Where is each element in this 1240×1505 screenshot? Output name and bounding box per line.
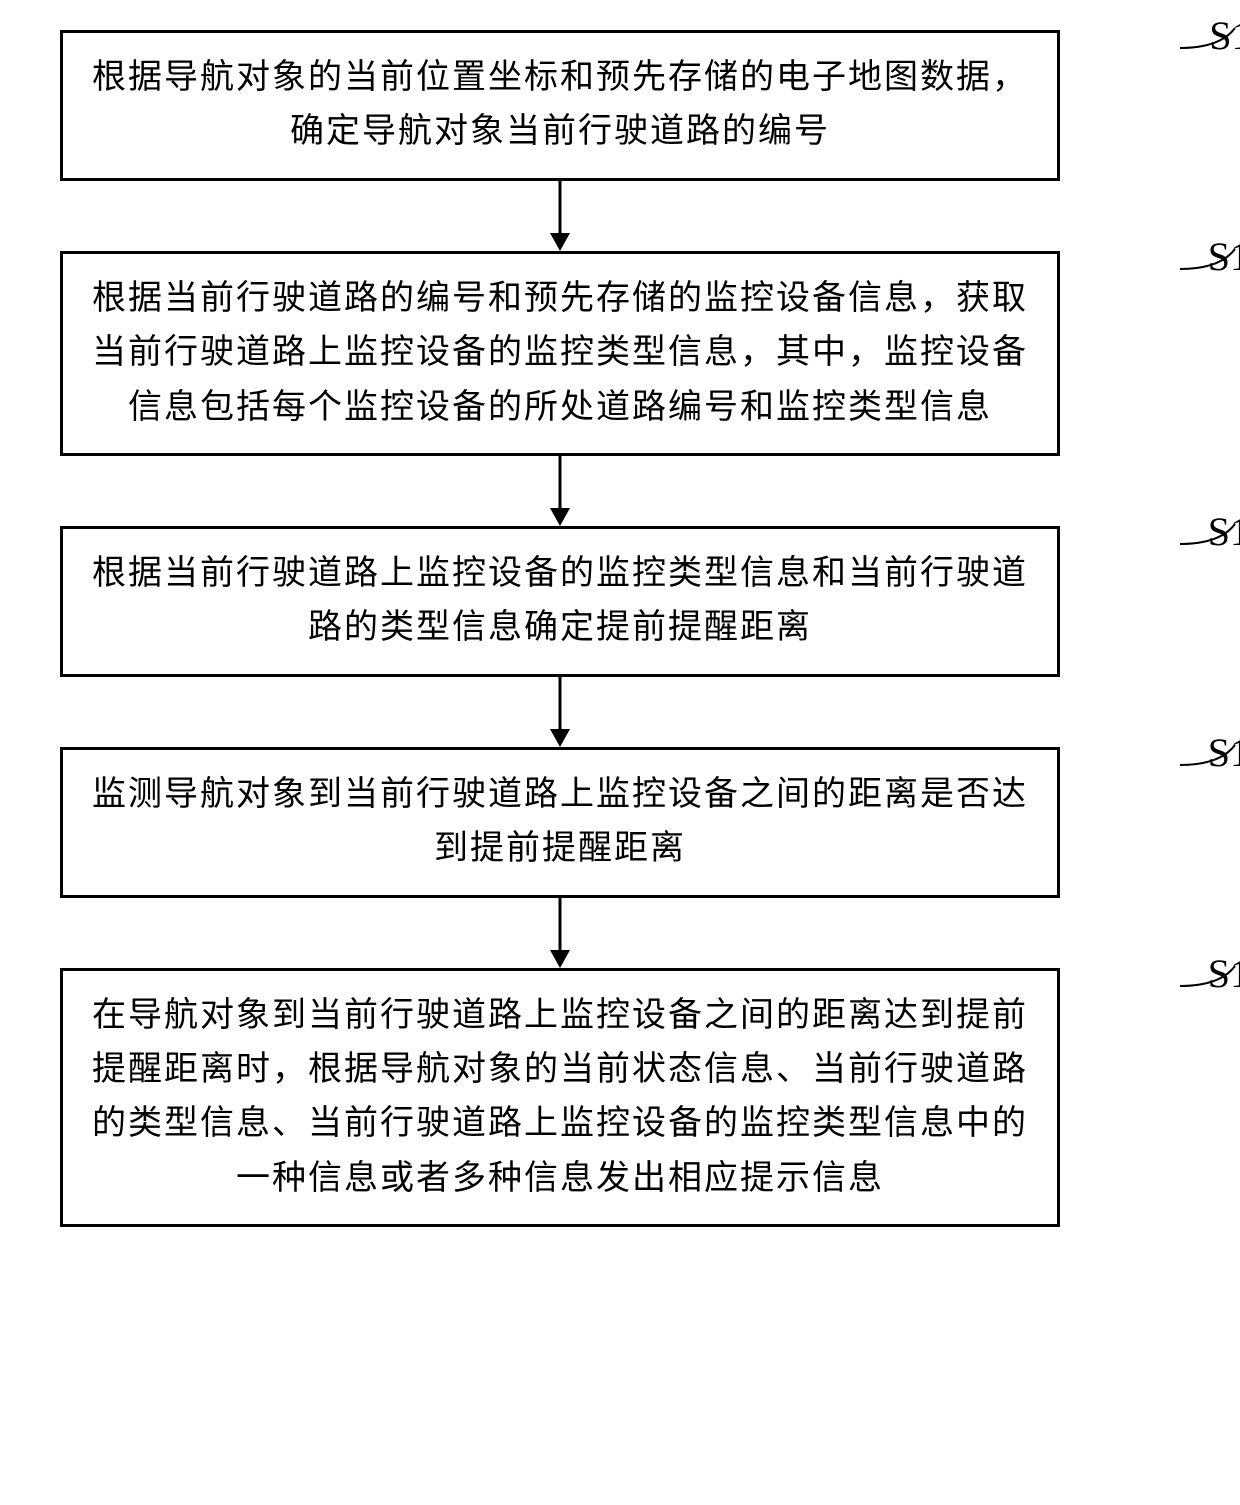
step-text: 监测导航对象到当前行驶道路上监控设备之间的距离是否达到提前提醒距离 (92, 776, 1028, 867)
flowchart-arrow (60, 181, 1060, 251)
flowchart-step: 根据导航对象的当前位置坐标和预先存储的电子地图数据，确定导航对象当前行驶道路的编… (60, 30, 1180, 181)
step-label: S11 (1209, 12, 1240, 59)
step-text: 在导航对象到当前行驶道路上监控设备之间的距离达到提前提醒距离时，根据导航对象的当… (92, 997, 1028, 1197)
step-text: 根据导航对象的当前位置坐标和预先存储的电子地图数据，确定导航对象当前行驶道路的编… (92, 59, 1028, 150)
flowchart-step: 根据当前行驶道路的编号和预先存储的监控设备信息，获取当前行驶道路上监控设备的监控… (60, 251, 1180, 456)
step-box: 根据当前行驶道路的编号和预先存储的监控设备信息，获取当前行驶道路上监控设备的监控… (60, 251, 1060, 456)
step-text: 根据当前行驶道路上监控设备的监控类型信息和当前行驶道路的类型信息确定提前提醒距离 (92, 555, 1028, 646)
step-label: S14 (1208, 729, 1240, 776)
step-text: 根据当前行驶道路的编号和预先存储的监控设备信息，获取当前行驶道路上监控设备的监控… (92, 280, 1028, 426)
flowchart-arrow (60, 456, 1060, 526)
flowchart-arrow (60, 677, 1060, 747)
flowchart-container: 根据导航对象的当前位置坐标和预先存储的电子地图数据，确定导航对象当前行驶道路的编… (0, 0, 1240, 1257)
step-label: S12 (1208, 233, 1240, 280)
step-box: 根据导航对象的当前位置坐标和预先存储的电子地图数据，确定导航对象当前行驶道路的编… (60, 30, 1060, 181)
flowchart-arrow (60, 898, 1060, 968)
step-box: 在导航对象到当前行驶道路上监控设备之间的距离达到提前提醒距离时，根据导航对象的当… (60, 968, 1060, 1228)
flowchart-step: 在导航对象到当前行驶道路上监控设备之间的距离达到提前提醒距离时，根据导航对象的当… (60, 968, 1180, 1228)
flowchart-step: 监测导航对象到当前行驶道路上监控设备之间的距离是否达到提前提醒距离 S14 (60, 747, 1180, 898)
flowchart-step: 根据当前行驶道路上监控设备的监控类型信息和当前行驶道路的类型信息确定提前提醒距离… (60, 526, 1180, 677)
step-box: 监测导航对象到当前行驶道路上监控设备之间的距离是否达到提前提醒距离 (60, 747, 1060, 898)
step-box: 根据当前行驶道路上监控设备的监控类型信息和当前行驶道路的类型信息确定提前提醒距离 (60, 526, 1060, 677)
step-label: S15 (1208, 950, 1240, 997)
step-label: S13 (1208, 508, 1240, 555)
